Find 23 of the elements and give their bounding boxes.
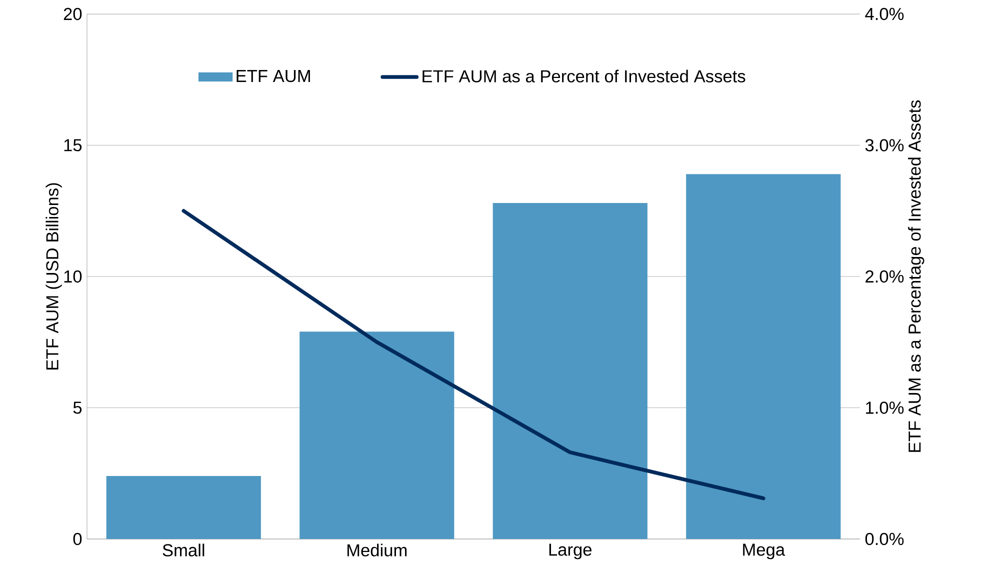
y2-tick-label: 3.0% xyxy=(865,139,904,152)
y-tick-label: 15 xyxy=(64,139,82,152)
bar xyxy=(492,202,648,539)
y-tick-label: 20 xyxy=(64,8,82,20)
y2-tick-label: 4.0% xyxy=(865,8,904,20)
x-tick-label: Small xyxy=(162,544,204,556)
x-tick-label: Medium xyxy=(347,544,407,556)
legend-label: ETF AUM as a Percent of Invested Assets xyxy=(422,70,746,82)
line-series xyxy=(182,208,766,500)
y2-axis-title: ETF AUM as a Percentage of Invested Assets xyxy=(908,100,924,452)
legend-label: ETF AUM xyxy=(236,70,310,82)
y2-tick-label: 0.0% xyxy=(865,532,904,546)
bar xyxy=(686,174,841,539)
y-tick-label: 0 xyxy=(73,532,82,546)
x-tick-label: Mega xyxy=(743,544,786,560)
bar xyxy=(106,476,261,539)
y2-tick-label: 2.0% xyxy=(866,270,904,283)
y2-tick-label: 1.0% xyxy=(866,402,904,414)
bar xyxy=(300,332,454,539)
y-axis-title: ETF AUM (USD Billions) xyxy=(46,183,62,370)
y-tick-label: 5 xyxy=(73,402,82,414)
x-tick-label: Large xyxy=(549,544,592,560)
y-tick-label: 10 xyxy=(64,270,82,283)
